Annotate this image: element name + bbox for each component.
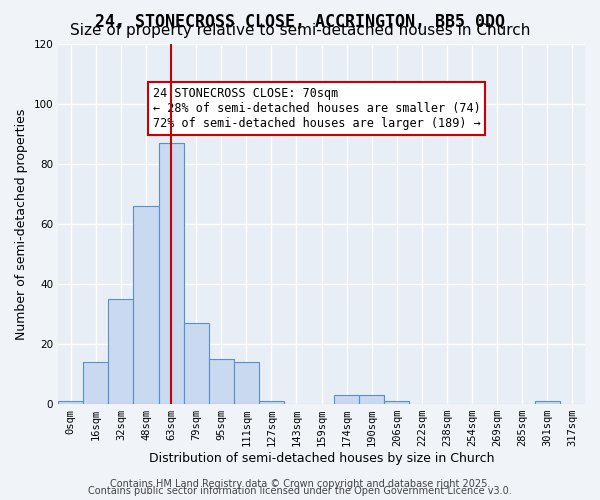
- Bar: [184, 323, 209, 404]
- Bar: [58, 401, 83, 404]
- Bar: [359, 395, 385, 404]
- Bar: [535, 401, 560, 404]
- Text: 24, STONECROSS CLOSE, ACCRINGTON, BB5 0DQ: 24, STONECROSS CLOSE, ACCRINGTON, BB5 0D…: [95, 12, 505, 30]
- Bar: [385, 401, 409, 404]
- Bar: [109, 299, 133, 404]
- Bar: [259, 401, 284, 404]
- Text: Contains public sector information licensed under the Open Government Licence v3: Contains public sector information licen…: [88, 486, 512, 496]
- Text: Contains HM Land Registry data © Crown copyright and database right 2025.: Contains HM Land Registry data © Crown c…: [110, 479, 490, 489]
- Bar: [83, 362, 109, 404]
- Bar: [133, 206, 158, 404]
- Bar: [158, 143, 184, 404]
- Text: 24 STONECROSS CLOSE: 70sqm
← 28% of semi-detached houses are smaller (74)
72% of: 24 STONECROSS CLOSE: 70sqm ← 28% of semi…: [153, 87, 481, 130]
- Text: Size of property relative to semi-detached houses in Church: Size of property relative to semi-detach…: [70, 22, 530, 38]
- X-axis label: Distribution of semi-detached houses by size in Church: Distribution of semi-detached houses by …: [149, 452, 494, 465]
- Bar: [334, 395, 359, 404]
- Y-axis label: Number of semi-detached properties: Number of semi-detached properties: [15, 108, 28, 340]
- Bar: [234, 362, 259, 404]
- Bar: [209, 359, 234, 404]
